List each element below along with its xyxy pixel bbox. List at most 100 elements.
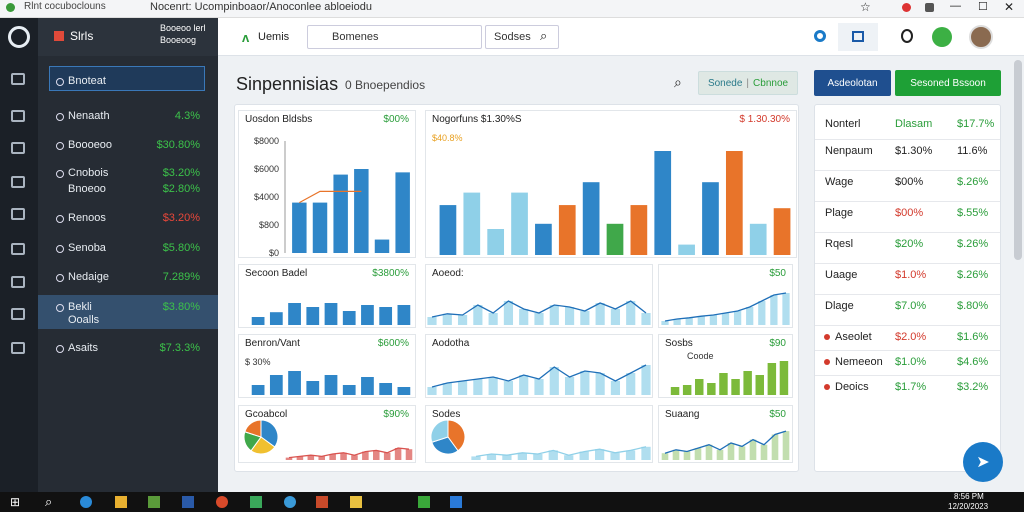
chart-panel: Aoeod: — [425, 264, 653, 328]
status-icon[interactable] — [932, 27, 952, 47]
ext-icon[interactable] — [925, 3, 934, 12]
rail-icon[interactable] — [11, 342, 25, 354]
area-bar — [517, 452, 527, 460]
area-bar — [760, 444, 768, 460]
rail-icon[interactable] — [11, 73, 25, 85]
close[interactable]: ✕ — [1004, 0, 1015, 14]
taskbar-app[interactable] — [350, 496, 362, 508]
clock-time[interactable]: 8:56 PM — [954, 492, 984, 501]
user-icon[interactable] — [901, 29, 913, 43]
table-cell: $1.7% — [895, 381, 927, 393]
line — [288, 447, 410, 459]
bar — [487, 229, 505, 255]
chart — [670, 361, 789, 395]
taskbar-app[interactable] — [216, 496, 228, 508]
panel-title: Suaang — [665, 409, 700, 420]
search-icon[interactable]: ⌕ — [674, 74, 682, 90]
icon-button[interactable] — [838, 23, 878, 51]
bar — [397, 305, 411, 325]
taskbar-app[interactable] — [418, 496, 430, 508]
nav-label[interactable]: Renoos — [68, 212, 106, 224]
area-bar — [502, 455, 512, 460]
button[interactable]: Sesoned Bssoon — [895, 70, 1001, 96]
minimize[interactable]: — — [950, 0, 961, 12]
area-bar — [457, 381, 468, 395]
nav-label[interactable]: Bnoteat — [68, 75, 106, 87]
area-bar — [307, 455, 315, 460]
nav-label[interactable]: Nedaige — [68, 271, 109, 283]
star-icon[interactable]: ☆ — [860, 0, 871, 14]
nav-label[interactable]: Cnobois — [68, 167, 109, 179]
taskbar-app[interactable] — [148, 496, 160, 508]
tab-title[interactable]: Rlnt cocuboclouns — [24, 1, 106, 12]
area-bar — [473, 305, 483, 325]
area-bar — [405, 449, 413, 460]
search-placeholder: Bomenes — [332, 31, 379, 43]
app-name[interactable]: Uemis — [258, 31, 290, 43]
panel-title: Nogorfuns $1.30%S — [432, 114, 522, 125]
avatar[interactable] — [969, 25, 993, 49]
trend-line — [299, 190, 362, 204]
taskbar-app[interactable] — [80, 496, 92, 508]
taskbar-app[interactable] — [316, 496, 328, 508]
url[interactable]: Nocenrt: Ucompinboaor/Anoconlee abloeiod… — [150, 1, 372, 13]
nav-label[interactable]: Boooeoo — [68, 139, 113, 151]
rail-icon[interactable] — [11, 208, 25, 220]
maximize[interactable]: ☐ — [978, 1, 988, 13]
line — [431, 364, 647, 388]
brand-sub: Booeoog — [160, 35, 197, 45]
nav-label[interactable]: Bnoeoo — [68, 183, 106, 195]
rail-icon[interactable] — [11, 110, 25, 122]
pie-slice — [430, 419, 449, 443]
rail-icon[interactable] — [11, 276, 25, 288]
area-bar — [579, 451, 589, 460]
rail-icon[interactable] — [11, 308, 25, 320]
search-icon[interactable]: ⌕ — [540, 28, 548, 43]
chart-panel: Suaang $50 — [658, 405, 793, 463]
toggle-a[interactable]: Sonede — [707, 77, 743, 89]
chart — [251, 371, 411, 395]
toggle-b[interactable]: Cbnnoe — [753, 77, 789, 89]
area-bar — [738, 446, 746, 460]
y-tick-label: $0 — [269, 248, 279, 258]
nav-label[interactable]: Asaits — [68, 342, 98, 354]
area-bar — [661, 321, 669, 325]
button[interactable]: Asdeolotan — [814, 70, 891, 96]
pie-slice — [447, 419, 466, 452]
start-button[interactable]: ⊞ — [10, 495, 21, 509]
logo[interactable] — [8, 26, 30, 48]
search-icon[interactable]: ⌕ — [45, 494, 53, 509]
bar — [288, 371, 301, 395]
clock-date[interactable]: 12/20/2023 — [948, 502, 989, 511]
nav-selected — [38, 295, 218, 329]
bar — [379, 383, 393, 395]
taskbar-app[interactable] — [284, 496, 296, 508]
ext-icon[interactable] — [902, 3, 911, 12]
rail-icon[interactable] — [11, 176, 25, 188]
area-bar — [595, 449, 605, 460]
search-placeholder: Sodses — [494, 31, 531, 43]
taskbar-app[interactable] — [115, 496, 127, 508]
rail-icon[interactable] — [11, 142, 25, 154]
rail-icon[interactable] — [11, 243, 25, 255]
pie-slice — [431, 436, 459, 455]
search-box[interactable]: Bomenes — [307, 25, 482, 49]
bar — [511, 192, 528, 255]
taskbar-app[interactable] — [250, 496, 262, 508]
area-bar — [733, 311, 742, 325]
nav-label[interactable]: Senoba — [68, 242, 106, 254]
nav-label[interactable]: Bekli Ooalls — [68, 301, 100, 326]
area-bar — [564, 377, 575, 395]
chart-panel: Aodotha — [425, 334, 653, 398]
fab[interactable]: ➤ — [963, 442, 1003, 482]
nav-label[interactable]: Nenaath — [68, 110, 110, 122]
taskbar-app[interactable] — [450, 496, 462, 508]
table-header: $17.7% — [957, 118, 995, 130]
table-cell: $2.0% — [895, 331, 927, 343]
icon[interactable] — [814, 30, 826, 42]
table-cell: $20% — [895, 238, 924, 250]
taskbar-app[interactable] — [182, 496, 194, 508]
search-box[interactable]: Sodses ⌕ — [485, 25, 559, 49]
toggle[interactable]: Sonede | Cbnnoe — [698, 71, 798, 95]
scrollbar[interactable] — [1014, 60, 1022, 260]
